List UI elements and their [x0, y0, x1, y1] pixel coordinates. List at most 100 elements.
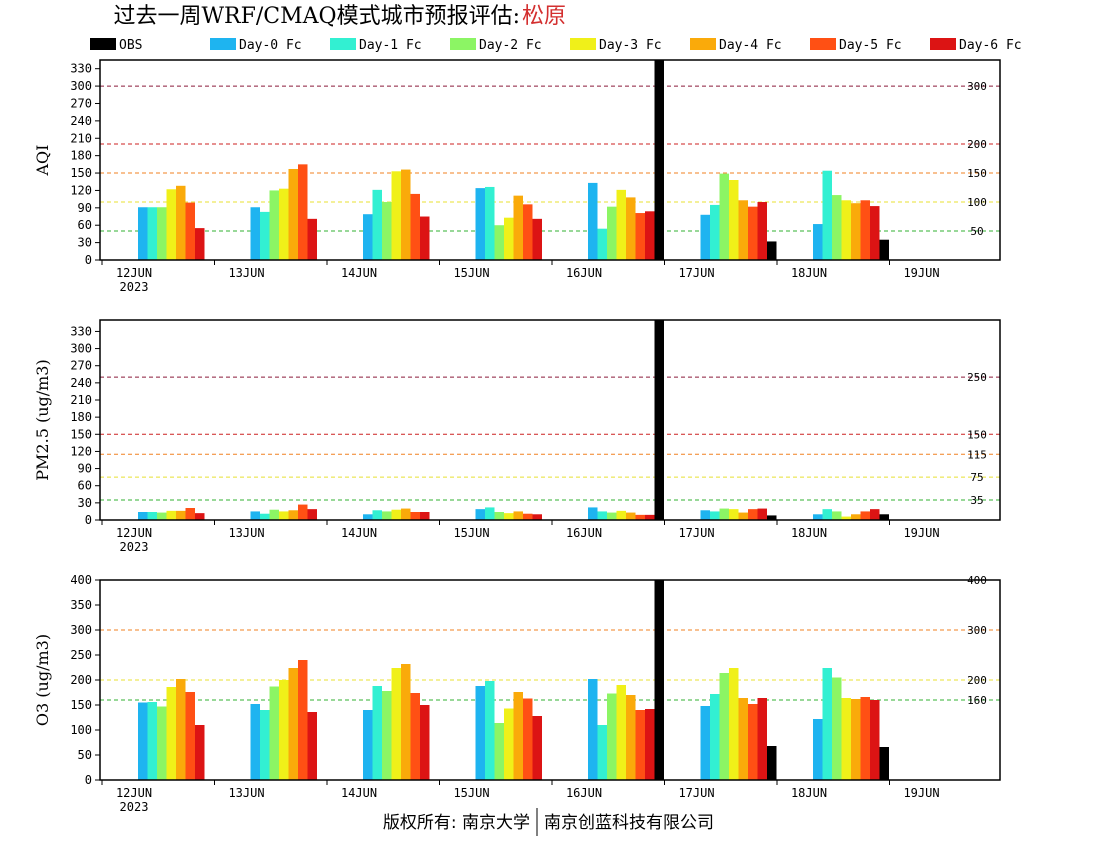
- x-tick-label: 18JUN: [791, 786, 827, 800]
- bar: [748, 206, 758, 260]
- bar: [879, 514, 889, 520]
- legend-label: Day-2 Fc: [479, 38, 542, 53]
- x-tick-label: 17JUN: [678, 786, 714, 800]
- bar: [288, 510, 298, 520]
- y-tick-label: 240: [70, 114, 92, 128]
- bar: [860, 511, 870, 520]
- bar: [757, 698, 767, 780]
- y-tick-label: 100: [70, 723, 92, 737]
- y-tick-label: 270: [70, 359, 92, 373]
- y-tick-label: 120: [70, 183, 92, 197]
- chart-panel: 40030020016005010015020025030035040012JU…: [33, 573, 1001, 814]
- bar: [654, 60, 664, 260]
- bar: [307, 509, 317, 520]
- bar: [195, 513, 205, 520]
- bar: [700, 706, 710, 780]
- bar: [401, 664, 411, 780]
- x-tick-label: 12JUN: [116, 786, 152, 800]
- bar: [813, 224, 823, 260]
- bar: [523, 698, 533, 780]
- y-tick-label: 250: [70, 648, 92, 662]
- bar: [700, 214, 710, 260]
- x-tick-label: 12JUN: [116, 526, 152, 540]
- x-tick-label: 15JUN: [453, 526, 489, 540]
- bar: [269, 686, 279, 780]
- x-tick-label: 13JUN: [228, 266, 264, 280]
- bar: [870, 206, 880, 260]
- reference-line-label: 150: [967, 167, 987, 180]
- bar: [860, 697, 870, 780]
- y-tick-label: 330: [70, 62, 92, 76]
- bar: [494, 225, 504, 260]
- y-tick-label: 60: [78, 218, 92, 232]
- bar: [719, 173, 729, 260]
- bar: [494, 723, 504, 780]
- x-tick-label: 14JUN: [341, 786, 377, 800]
- y-tick-label: 200: [70, 673, 92, 687]
- x-year-label: 2023: [120, 280, 149, 294]
- bar: [626, 197, 636, 260]
- bar: [391, 668, 401, 780]
- bar: [523, 513, 533, 520]
- bar: [710, 511, 720, 520]
- bar: [176, 679, 186, 780]
- bar: [729, 668, 739, 780]
- bar: [738, 512, 748, 520]
- bar: [870, 509, 880, 520]
- bar: [372, 189, 382, 260]
- y-tick-label: 270: [70, 96, 92, 110]
- bar: [250, 704, 260, 780]
- bar: [298, 164, 308, 260]
- bar: [147, 702, 157, 780]
- bar: [597, 511, 607, 520]
- legend-swatch: [810, 38, 836, 50]
- legend-item: OBS: [90, 38, 142, 53]
- bar: [363, 710, 373, 780]
- x-tick-label: 16JUN: [566, 526, 602, 540]
- bar: [626, 512, 636, 520]
- x-tick-label: 18JUN: [791, 266, 827, 280]
- bar: [475, 188, 485, 260]
- bar: [410, 512, 420, 520]
- chart-panel: 300 200 150 100 50 0 30 60 90 120 150 180 210 240 270 3…: [33, 59, 1001, 294]
- legend-swatch: [570, 38, 596, 50]
- reference-line-label: 200: [967, 138, 987, 151]
- legend-item: Day-2 Fc: [450, 38, 542, 53]
- y-tick-label: 180: [70, 410, 92, 424]
- bar: [832, 677, 842, 780]
- bar: [485, 186, 495, 260]
- bar: [851, 203, 861, 260]
- bar: [645, 211, 655, 260]
- bar: [382, 691, 392, 780]
- y-tick-label: 210: [70, 131, 92, 145]
- bar: [475, 509, 485, 520]
- bar: [372, 510, 382, 520]
- bar: [654, 580, 664, 780]
- bar: [298, 504, 308, 520]
- bar: [147, 512, 157, 520]
- y-tick-label: 0: [85, 773, 92, 787]
- reference-line-label: 200: [967, 674, 987, 687]
- bar: [288, 668, 298, 780]
- legend-item: Day-0 Fc: [210, 38, 302, 53]
- bar: [841, 516, 851, 520]
- plot-frame: [99, 319, 1001, 521]
- bar: [391, 171, 401, 260]
- bar: [410, 193, 420, 260]
- y-tick-label: 0: [85, 253, 92, 267]
- y-tick-label: 30: [78, 236, 92, 250]
- y-tick-label: 60: [78, 479, 92, 493]
- bar: [870, 700, 880, 780]
- legend-swatch: [210, 38, 236, 50]
- bar: [635, 710, 645, 780]
- footer-copyright: 版权所有: 南京大学: [383, 813, 530, 833]
- x-tick-label: 13JUN: [228, 526, 264, 540]
- bar: [363, 214, 373, 260]
- bar: [832, 511, 842, 520]
- bar: [532, 514, 542, 520]
- y-tick-label: 150: [70, 698, 92, 712]
- y-tick-label: 90: [78, 462, 92, 476]
- bar: [185, 692, 195, 780]
- bar: [748, 509, 758, 520]
